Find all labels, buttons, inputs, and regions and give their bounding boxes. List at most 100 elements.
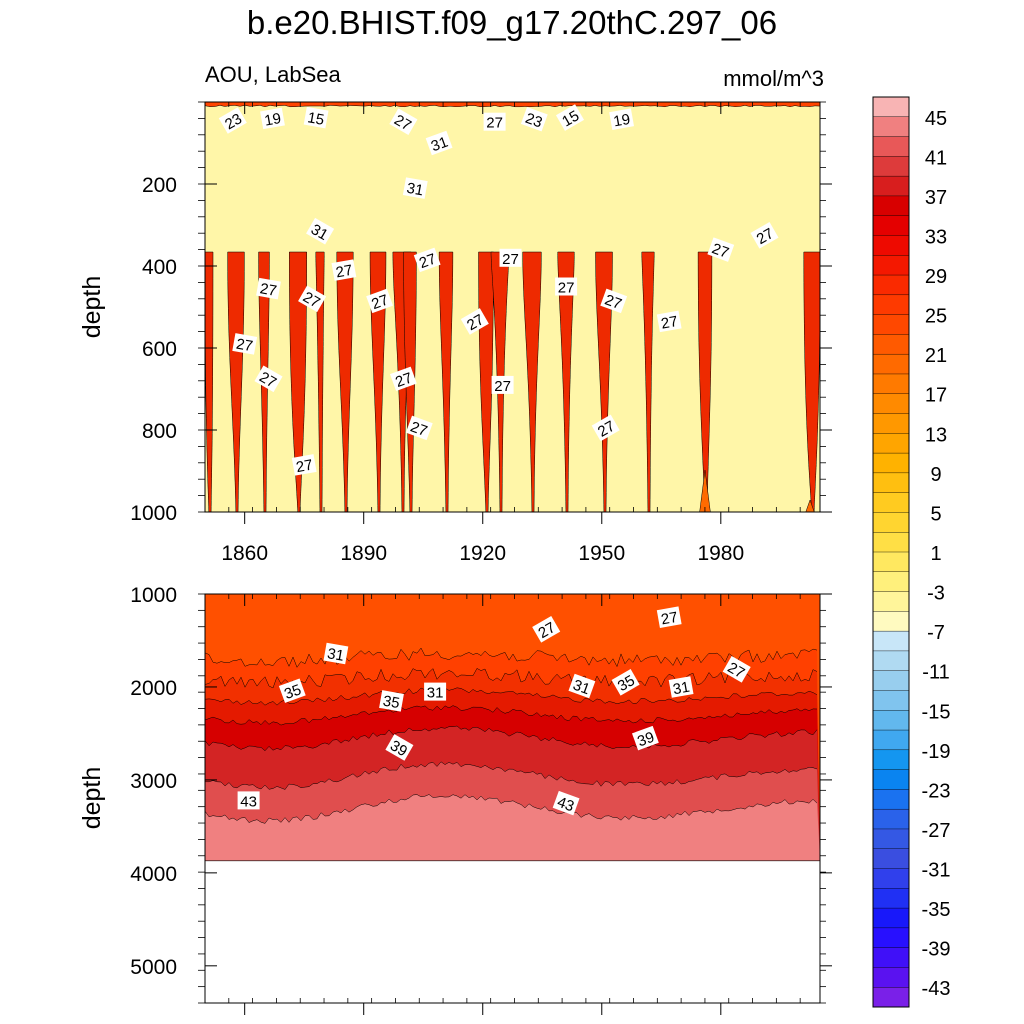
variable-label: AOU, LabSea	[205, 62, 341, 87]
upper-contour-label: 27	[750, 222, 779, 249]
lower-contour-line-6	[205, 794, 818, 824]
x-tick-label: 1980	[697, 542, 744, 565]
upper-contour-label-text: 27	[393, 369, 414, 391]
lower-contour-label: 35	[379, 690, 404, 713]
upper-contour-label-box	[298, 285, 327, 313]
colorbar-swatch	[872, 353, 910, 375]
upper-contour-label: 31	[425, 130, 453, 155]
lower-contour-line-0	[205, 647, 818, 668]
upper-contour-label: 27	[298, 285, 327, 313]
upper-contour-label-box	[306, 217, 335, 245]
upper-contour-label-box	[260, 107, 285, 130]
colorbar-label: 25	[925, 306, 947, 328]
colorbar-label: -15	[922, 701, 951, 723]
colorbar-swatch	[872, 452, 910, 474]
lower-contour-label-text: 35	[382, 693, 401, 713]
colorbar-swatch	[872, 789, 910, 810]
upper-contour-label-box	[609, 108, 634, 130]
upper-contour-label-box	[402, 177, 428, 199]
colorbar-swatch	[872, 888, 910, 909]
units-label: mmol/m^3	[723, 66, 824, 91]
colorbar-label: 45	[925, 108, 947, 130]
colorbar-label: -27	[922, 820, 951, 842]
lower-contour-label-text: 31	[672, 679, 691, 699]
lower-contour-label: 31	[568, 673, 596, 698]
lower-contour-label: 27	[532, 616, 561, 643]
x-tick-label: 1920	[459, 542, 506, 565]
lower-contour-label-box	[631, 725, 659, 751]
upper-contour-label-text: 27	[235, 336, 254, 356]
upper-contour-label: 27	[499, 248, 522, 268]
upper-contour-label-box	[460, 308, 489, 335]
colorbar-swatch	[872, 571, 910, 593]
upper-contour-label-box	[218, 107, 247, 134]
upper-frame	[204, 101, 821, 513]
colorbar-swatch	[872, 136, 910, 157]
colorbar-swatch	[872, 670, 910, 691]
colorbar-label: -43	[922, 978, 951, 1000]
lower-contour-label-box	[323, 642, 349, 665]
colorbar-swatch	[872, 195, 910, 217]
lower-band-6	[205, 794, 820, 861]
upper-plume-15	[641, 251, 655, 512]
upper-contour-label: 27	[491, 375, 514, 395]
lower-contour-label-box	[668, 676, 694, 698]
upper-contour-label-text: 27	[417, 250, 438, 272]
colorbar-swatch	[872, 413, 910, 434]
colorbar-swatch	[872, 907, 910, 929]
lower-contour-label-box	[552, 790, 580, 816]
colorbar-label: 5	[930, 503, 941, 525]
lower-contour-line-4	[205, 725, 818, 752]
colorbar-swatch	[872, 532, 910, 553]
upper-contour-label: 15	[303, 106, 329, 129]
upper-contour-label: 23	[520, 106, 548, 131]
upper-contour-label-box	[389, 366, 417, 392]
colorbar-label: 37	[925, 187, 947, 209]
colorbar-swatch	[872, 235, 910, 256]
upper-contour-label: 23	[218, 107, 247, 134]
colorbar-label: 33	[925, 226, 947, 248]
lower-contour-label-text: 27	[660, 609, 679, 629]
upper-plume-17	[803, 251, 820, 512]
upper-contour-label-text: 27	[754, 225, 777, 248]
colorbar-label: 13	[925, 424, 947, 446]
lower-contour-label: 31	[424, 682, 447, 702]
upper-light-patch-0	[699, 469, 711, 512]
upper-contour-label: 31	[402, 177, 428, 200]
upper-band-10	[205, 105, 820, 512]
upper-contour-label-text: 27	[660, 313, 679, 333]
colorbar-swatch	[872, 274, 910, 296]
y-tick-label: 400	[142, 256, 177, 279]
upper-contour-label: 27	[232, 333, 258, 356]
lower-contour-label-text: 35	[615, 672, 638, 695]
lower-contour-label-text: 27	[535, 619, 558, 642]
upper-contour-label-box	[232, 333, 258, 355]
colorbar: 45 41 37 33 29 25 21 17 13 9 5 1 -3 -7 -11 -15 -19 -23 -27…	[872, 96, 951, 1008]
colorbar-label: -11	[922, 662, 949, 684]
upper-contour-label-text: 15	[559, 107, 582, 130]
colorbar-swatch	[872, 710, 910, 731]
colorbar-label: -7	[927, 622, 945, 644]
lower-contour-label: 27	[722, 656, 751, 683]
colorbar-swatch	[872, 255, 910, 276]
upper-contour-label-box	[405, 415, 433, 441]
colorbar-swatch	[872, 591, 910, 612]
upper-contour-label: 27	[707, 237, 735, 262]
colorbar-swatch	[872, 927, 910, 949]
colorbar-label: -35	[922, 899, 951, 921]
upper-contour-label-box	[256, 277, 281, 300]
y-axis-title: depth	[78, 276, 106, 339]
y-tick-label: 200	[142, 174, 177, 197]
upper-contour-label-text: 31	[405, 180, 424, 200]
lower-contour-label-box	[656, 606, 682, 628]
upper-plume-9	[438, 251, 454, 512]
lower-contour-line-3	[205, 705, 818, 726]
upper-contour-label-box	[656, 310, 682, 333]
colorbar-label: -23	[922, 780, 951, 802]
upper-contour-label: 27	[389, 366, 417, 392]
lower-contour-label-box	[237, 791, 260, 810]
lower-contour-label: 27	[656, 606, 682, 629]
upper-contour-label-box	[555, 277, 578, 296]
colorbar-swatch	[872, 334, 910, 355]
